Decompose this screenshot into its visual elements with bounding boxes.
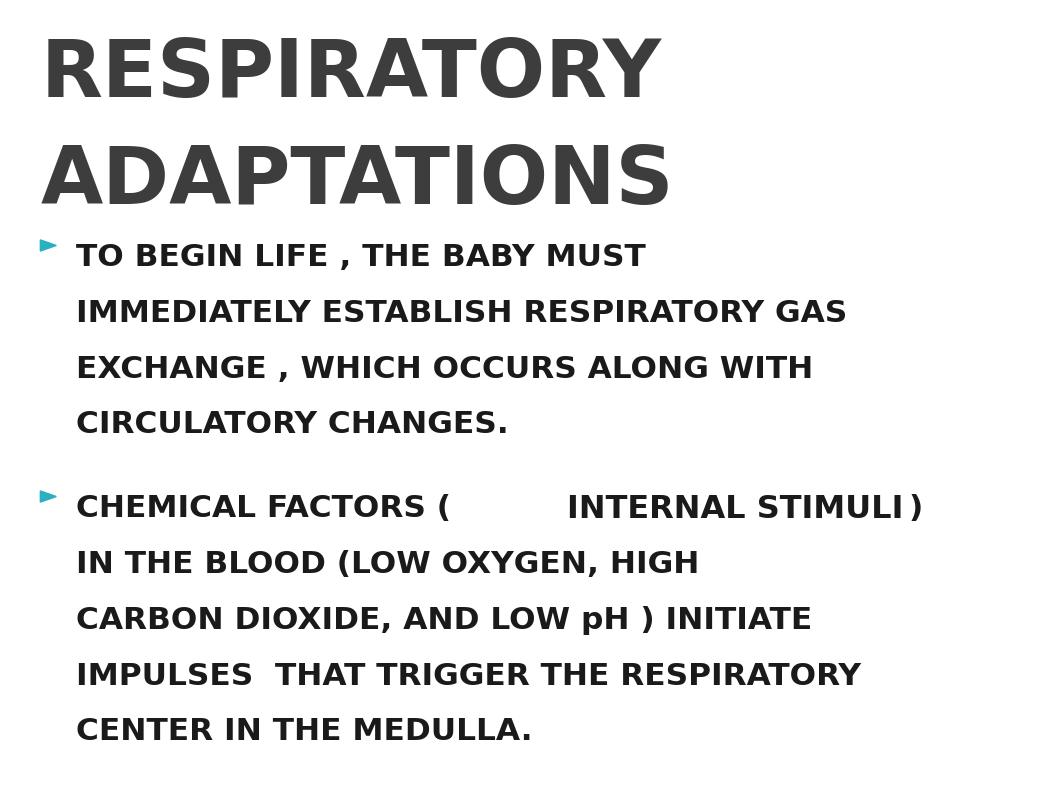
Text: ADAPTATIONS: ADAPTATIONS <box>40 143 674 222</box>
Polygon shape <box>40 240 56 251</box>
Text: CENTER IN THE MEDULLA.: CENTER IN THE MEDULLA. <box>76 717 533 746</box>
Text: IMMEDIATELY ESTABLISH RESPIRATORY GAS: IMMEDIATELY ESTABLISH RESPIRATORY GAS <box>76 299 847 328</box>
Polygon shape <box>40 491 56 502</box>
Text: CHEMICAL FACTORS (: CHEMICAL FACTORS ( <box>76 494 451 523</box>
Text: RESPIRATORY: RESPIRATORY <box>40 36 662 114</box>
Text: CIRCULATORY CHANGES.: CIRCULATORY CHANGES. <box>76 410 509 439</box>
Text: EXCHANGE , WHICH OCCURS ALONG WITH: EXCHANGE , WHICH OCCURS ALONG WITH <box>76 355 813 383</box>
Text: IN THE BLOOD (LOW OXYGEN, HIGH: IN THE BLOOD (LOW OXYGEN, HIGH <box>76 550 700 579</box>
Text: INTERNAL STIMULI: INTERNAL STIMULI <box>567 494 904 525</box>
Text: ): ) <box>909 494 923 523</box>
Text: TO BEGIN LIFE , THE BABY MUST: TO BEGIN LIFE , THE BABY MUST <box>76 243 646 272</box>
Text: CARBON DIOXIDE, AND LOW pH ) INITIATE: CARBON DIOXIDE, AND LOW pH ) INITIATE <box>76 606 812 634</box>
Text: IMPULSES  THAT TRIGGER THE RESPIRATORY: IMPULSES THAT TRIGGER THE RESPIRATORY <box>76 662 861 690</box>
